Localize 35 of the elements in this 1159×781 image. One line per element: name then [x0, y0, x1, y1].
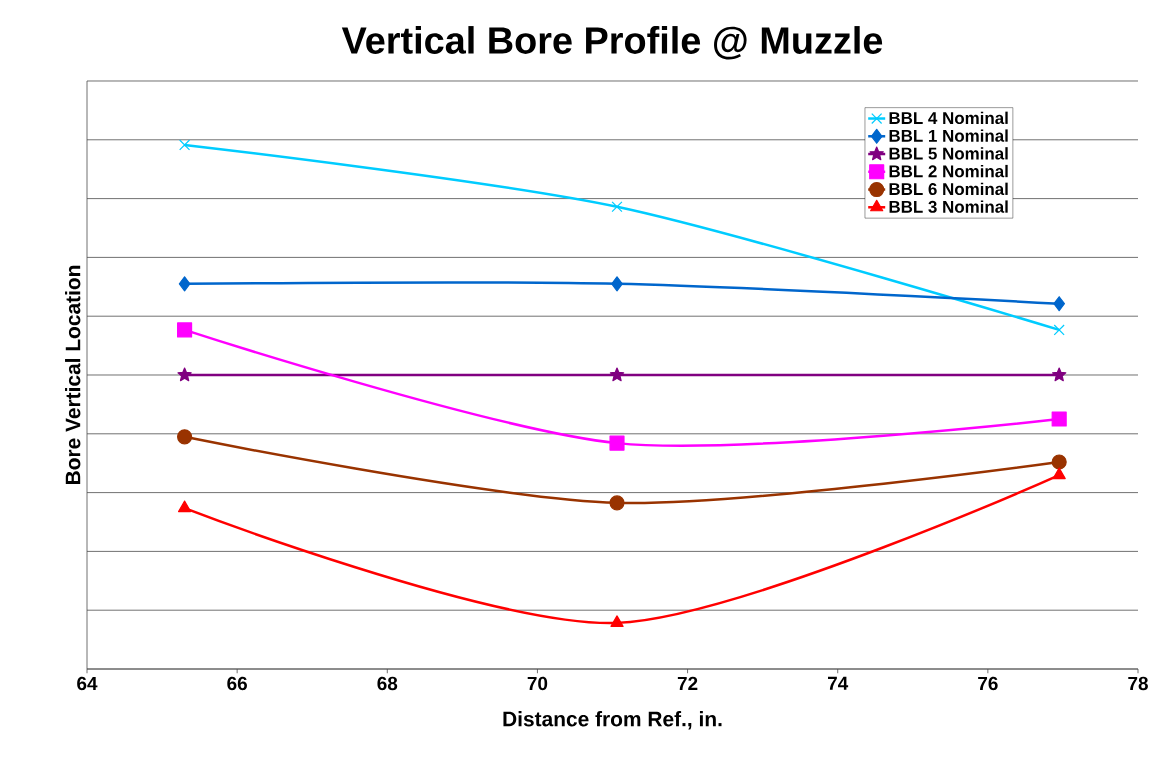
point: [178, 276, 191, 292]
legend-label: BBL 3 Nominal: [889, 200, 1008, 213]
point: [1051, 454, 1067, 470]
point: [177, 322, 193, 338]
x-tick-label: 66: [227, 676, 247, 691]
point: [609, 367, 625, 382]
point: [177, 367, 192, 382]
point: [611, 276, 623, 292]
point: [1053, 296, 1066, 312]
point: [610, 615, 624, 627]
x-tick-label: 74: [828, 676, 849, 690]
legend-label: BBL 4 Nominal: [889, 111, 1008, 125]
x-tick-label: 72: [677, 676, 698, 690]
legend-label: BBL 6 Nominal: [889, 182, 1008, 196]
point: [1053, 324, 1065, 336]
point: [1052, 467, 1066, 480]
chart-title: Vertical Bore Profile @ Muzzle: [341, 26, 883, 60]
point: [1051, 411, 1067, 427]
point: [177, 500, 192, 513]
legend-label: BBL 5 Nominal: [889, 147, 1008, 160]
x-tick-label: 64: [77, 676, 98, 691]
point: [609, 435, 625, 451]
x-tick-label: 76: [978, 676, 998, 691]
point: [177, 429, 193, 445]
point: [179, 139, 191, 151]
x-tick-label: 78: [1128, 676, 1148, 691]
x-tick-label: 68: [377, 676, 398, 691]
legend-label: BBL 1 Nominal: [889, 129, 1008, 142]
y-axis-title: Bore Vertical Location: [65, 265, 81, 485]
point: [1051, 367, 1067, 382]
point: [611, 201, 623, 213]
x-axis-title: Distance from Ref., in.: [503, 711, 722, 730]
point: [609, 495, 625, 511]
x-tick-label: 70: [527, 676, 548, 691]
legend-label: BBL 2 Nominal: [889, 164, 1008, 178]
